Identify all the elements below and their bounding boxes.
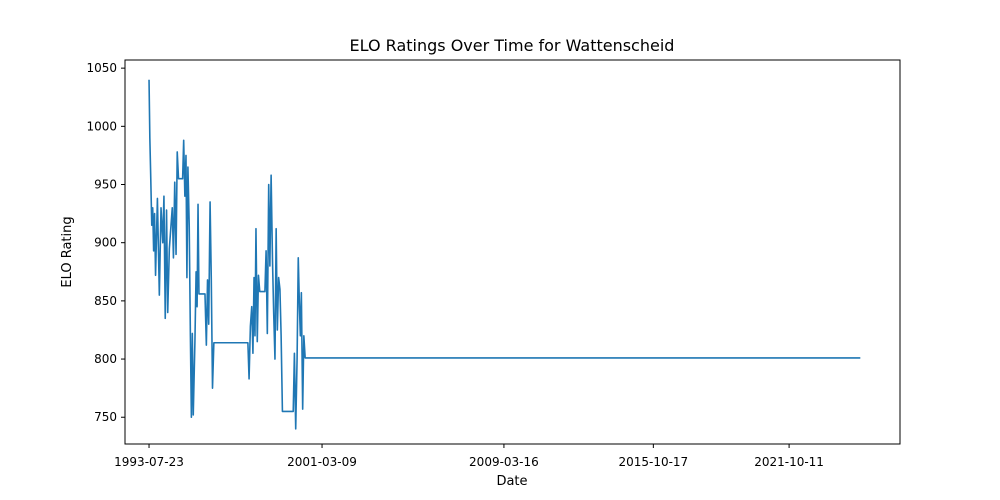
y-tick-label: 1000 — [86, 119, 117, 133]
chart-title: ELO Ratings Over Time for Wattenscheid — [350, 36, 675, 55]
y-axis: 750 800 850 900 950 1000 1050 — [86, 61, 125, 424]
y-tick-label: 900 — [94, 236, 117, 250]
x-tick-label: 2001-03-09 — [287, 455, 357, 469]
plot-frame — [124, 59, 901, 445]
x-axis-label: Date — [496, 474, 527, 489]
x-tick-label: 2015-10-17 — [618, 455, 688, 469]
x-axis: 1993-07-23 2001-03-09 2009-03-16 2015-10-17… — [114, 444, 824, 469]
plot-area — [148, 79, 861, 430]
series-line-0 — [148, 79, 861, 430]
x-tick-label: 2021-10-11 — [754, 455, 824, 469]
y-tick-label: 850 — [94, 294, 117, 308]
x-tick-label: 1993-07-23 — [114, 455, 184, 469]
y-tick-label: 800 — [94, 352, 117, 366]
y-tick-label: 1050 — [86, 61, 117, 75]
x-tick-label: 2009-03-16 — [469, 455, 539, 469]
y-tick-label: 950 — [94, 178, 117, 192]
y-axis-label: ELO Rating — [60, 216, 75, 287]
y-tick-label: 750 — [94, 410, 117, 424]
